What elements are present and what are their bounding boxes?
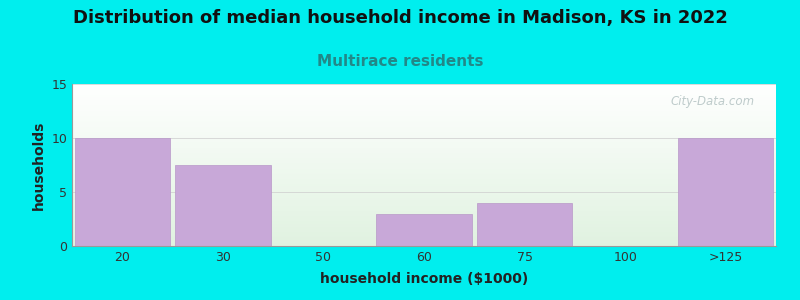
Y-axis label: households: households (32, 120, 46, 210)
X-axis label: household income ($1000): household income ($1000) (320, 272, 528, 286)
Text: Multirace residents: Multirace residents (317, 54, 483, 69)
Bar (678, 138, 774, 246)
Text: Distribution of median household income in Madison, KS in 2022: Distribution of median household income … (73, 9, 727, 27)
Bar (74, 138, 170, 246)
Bar (175, 165, 270, 246)
Bar (477, 203, 572, 246)
Bar (376, 214, 472, 246)
Text: City-Data.com: City-Data.com (670, 95, 755, 108)
